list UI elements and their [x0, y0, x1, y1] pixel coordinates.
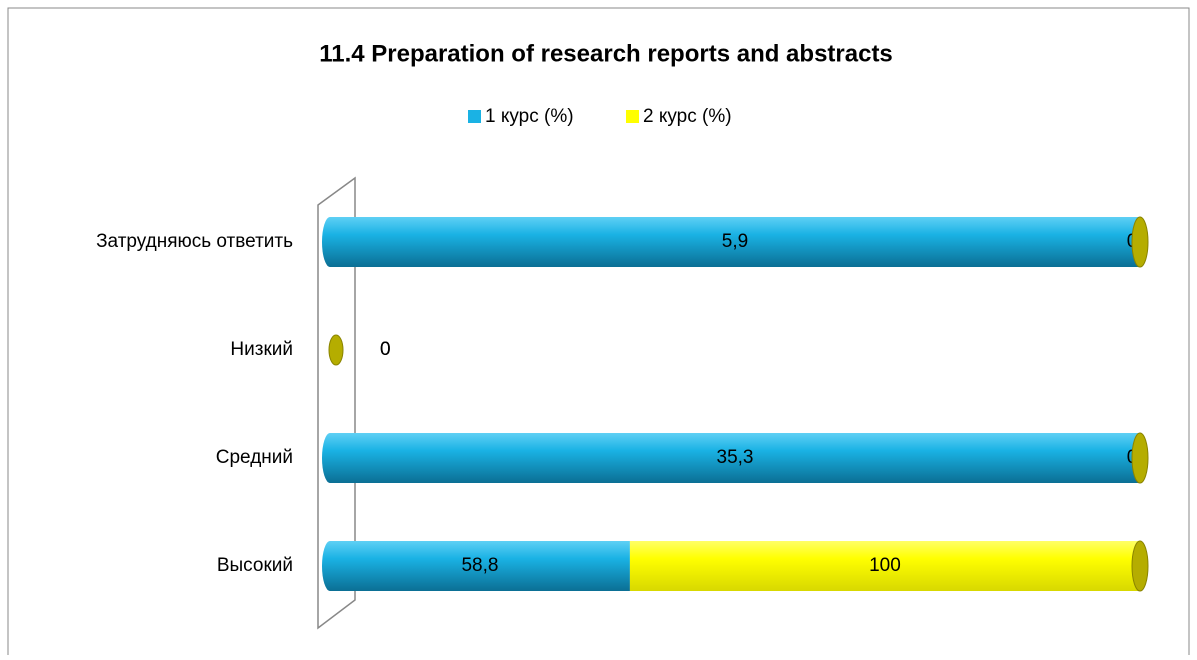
legend-swatch — [468, 110, 481, 123]
bar-start — [322, 217, 338, 267]
bar — [330, 217, 1140, 267]
wall — [317, 176, 356, 630]
end-cap — [328, 334, 344, 366]
legend-label: 1 курс (%) — [485, 106, 574, 127]
end-cap — [1131, 216, 1149, 268]
y-tick-label: Высокий — [217, 555, 293, 576]
value-label: 0 — [380, 339, 391, 360]
bar — [330, 433, 1140, 483]
chart-title: 11.4 Preparation of research reports and… — [319, 40, 893, 67]
y-tick-label: Средний — [216, 447, 293, 468]
y-tick-label: Затрудняюсь ответить — [96, 231, 293, 252]
bar-start — [322, 433, 338, 483]
bar — [330, 541, 630, 591]
legend-label: 2 курс (%) — [643, 106, 732, 127]
value-label: 35,3 — [717, 447, 754, 468]
bar-start — [322, 541, 338, 591]
end-cap — [1131, 432, 1149, 484]
value-label: 100 — [869, 555, 901, 576]
bar — [629, 541, 1140, 591]
value-label: 0 — [380, 339, 391, 360]
legend: 1 курс (%) 2 курс (%) — [468, 106, 732, 127]
value-label: 58,8 — [461, 555, 498, 576]
y-tick-label: Низкий — [230, 339, 293, 360]
end-cap — [1131, 540, 1149, 592]
value-label: 5,9 — [722, 231, 748, 252]
plot: Затрудняюсь ответить5,90Низкий00Средний3… — [96, 216, 1149, 592]
chart-frame — [7, 7, 1190, 655]
legend-swatch — [626, 110, 639, 123]
